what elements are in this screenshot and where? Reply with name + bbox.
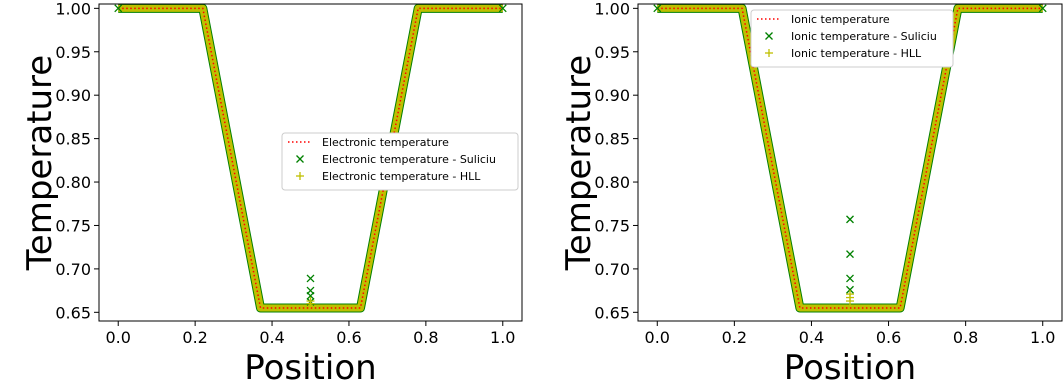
y-tick-label: 0.75 bbox=[594, 216, 630, 235]
suliciu-marker bbox=[1038, 4, 1047, 13]
x-marker-stroke bbox=[653, 4, 662, 13]
y-axis-label: Temperature bbox=[20, 55, 60, 271]
legend: Ionic temperature Ionic temperature - Su… bbox=[750, 9, 954, 68]
y-tick-label: 0.80 bbox=[594, 173, 630, 192]
x-marker-stroke bbox=[1038, 4, 1047, 13]
x-tick-label: 0.8 bbox=[953, 328, 978, 347]
legend-handle-plus bbox=[765, 49, 773, 57]
suliciu-marker bbox=[498, 4, 507, 13]
y-tick-label: 0.80 bbox=[55, 173, 91, 192]
legend-handle-x bbox=[296, 155, 304, 163]
axis-ticks: 0.0 0.2 0.4 0.6 0.8 1.0 0.65 0.70 0.75 0.80 0.85 0.… bbox=[594, 0, 1055, 347]
legend-label-ionic-temperature-suliciu: Ionic temperature - Suliciu bbox=[791, 30, 937, 43]
x-marker-stroke bbox=[846, 250, 854, 259]
x-marker-stroke bbox=[114, 4, 123, 13]
suliciu-marker bbox=[846, 274, 854, 283]
y-tick-label: 0.85 bbox=[594, 130, 630, 149]
x-marker-stroke bbox=[498, 4, 507, 13]
x-tick-label: 0.6 bbox=[336, 328, 361, 347]
y-tick-label: 0.70 bbox=[594, 260, 630, 279]
x-axis-label: Position bbox=[244, 348, 376, 387]
hll-marker bbox=[846, 297, 854, 306]
axes-frame bbox=[637, 3, 1063, 322]
suliciu-marker bbox=[306, 274, 315, 283]
y-tick-label: 0.65 bbox=[594, 303, 630, 322]
hll-marker bbox=[306, 299, 315, 308]
y-tick-label: 0.70 bbox=[55, 260, 91, 279]
y-tick-label: 0.75 bbox=[55, 216, 91, 235]
x-tick-label: 1.0 bbox=[490, 328, 515, 347]
suliciu-marker bbox=[306, 291, 315, 300]
legend-label-electronic-temperature-hll: Electronic temperature - HLL bbox=[322, 170, 481, 183]
legend: Electronic temperature Electronic temper… bbox=[281, 132, 519, 191]
x-tick-label: 0.2 bbox=[182, 328, 207, 347]
legend-label-electronic-temperature: Electronic temperature bbox=[322, 136, 449, 149]
y-tick-label: 0.95 bbox=[594, 43, 630, 62]
axis-ticks: 0.0 0.2 0.4 0.6 0.8 1.0 0.65 0.70 0.75 0.80 0.85 0.… bbox=[55, 0, 515, 347]
legend-box bbox=[281, 132, 519, 191]
x-tick-label: 1.0 bbox=[1030, 328, 1055, 347]
series-reference-line bbox=[118, 7, 503, 309]
plot-area bbox=[114, 3, 507, 313]
x-tick-label: 0.6 bbox=[876, 328, 901, 347]
x-marker-stroke bbox=[846, 285, 854, 294]
legend-label-ionic-temperature: Ionic temperature bbox=[791, 13, 890, 26]
axes-frame bbox=[98, 3, 523, 322]
legend-handle-x bbox=[765, 32, 773, 40]
x-marker-stroke bbox=[765, 32, 773, 40]
ionic-temperature-chart: 0.0 0.2 0.4 0.6 0.8 1.0 0.65 0.70 0.75 0.80 0.85 0.… bbox=[559, 0, 1063, 387]
legend-label-electronic-temperature-suliciu: Electronic temperature - Suliciu bbox=[322, 153, 496, 166]
y-tick-label: 1.00 bbox=[594, 0, 630, 18]
x-marker-stroke bbox=[846, 215, 854, 224]
x-tick-label: 0.4 bbox=[799, 328, 824, 347]
suliciu-marker bbox=[846, 285, 854, 294]
x-tick-label: 0.4 bbox=[259, 328, 284, 347]
y-tick-label: 0.90 bbox=[594, 86, 630, 105]
y-axis-label: Temperature bbox=[559, 55, 599, 271]
y-tick-label: 0.65 bbox=[55, 303, 91, 322]
legend-label-ionic-temperature-hll: Ionic temperature - HLL bbox=[791, 47, 922, 60]
x-tick-label: 0.8 bbox=[413, 328, 438, 347]
suliciu-marker bbox=[846, 215, 854, 224]
x-marker-stroke bbox=[306, 291, 315, 300]
electronic-temperature-chart: 0.0 0.2 0.4 0.6 0.8 1.0 0.65 0.70 0.75 0.80 0.85 0.… bbox=[20, 0, 523, 387]
x-axis-label: Position bbox=[784, 348, 916, 387]
legend-box bbox=[750, 9, 954, 68]
y-tick-label: 0.95 bbox=[55, 43, 91, 62]
suliciu-marker bbox=[653, 4, 662, 13]
x-marker-stroke bbox=[846, 274, 854, 283]
y-tick-label: 0.85 bbox=[55, 130, 91, 149]
x-tick-label: 0.2 bbox=[722, 328, 747, 347]
x-tick-label: 0.0 bbox=[106, 328, 131, 347]
legend-handle-plus bbox=[296, 172, 304, 180]
y-tick-label: 0.90 bbox=[55, 86, 91, 105]
series-reference-line bbox=[657, 7, 1043, 309]
plot-area bbox=[653, 3, 1047, 313]
x-marker-stroke bbox=[306, 274, 315, 283]
suliciu-marker bbox=[846, 250, 854, 259]
y-tick-label: 1.00 bbox=[55, 0, 91, 18]
x-marker-stroke bbox=[296, 155, 304, 163]
suliciu-marker bbox=[114, 4, 123, 13]
x-tick-label: 0.0 bbox=[645, 328, 670, 347]
